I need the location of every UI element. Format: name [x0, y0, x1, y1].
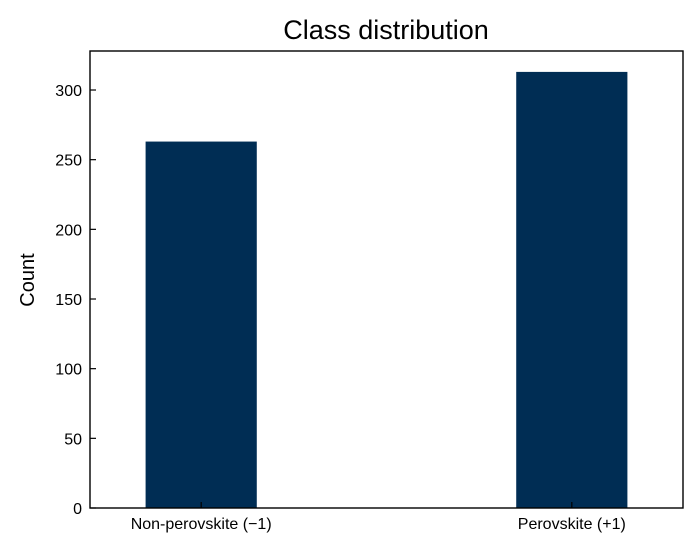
y-axis-ticks: 0 50 100 150 200 250 300: [55, 83, 96, 518]
y-axis-label: Count: [17, 253, 39, 307]
y-tick-label-0: 0: [73, 501, 82, 518]
bar-0: [145, 141, 257, 508]
chart-title: Class distribution: [283, 15, 489, 45]
x-axis-ticks: Non-perovskite (−1) Perovskite (+1): [131, 502, 626, 533]
bar-1: [516, 71, 628, 509]
y-tick-label-1: 50: [64, 431, 82, 448]
x-tick-label-1: Perovskite (+1): [518, 516, 626, 533]
y-tick-label-6: 300: [55, 83, 82, 100]
y-tick-label-4: 200: [55, 222, 82, 239]
bars-group: [145, 71, 628, 509]
x-tick-label-0: Non-perovskite (−1): [131, 516, 272, 533]
plot-frame: [89, 50, 684, 509]
y-tick-label-3: 150: [55, 292, 82, 309]
y-tick-label-5: 250: [55, 153, 82, 170]
y-tick-label-2: 100: [55, 362, 82, 379]
